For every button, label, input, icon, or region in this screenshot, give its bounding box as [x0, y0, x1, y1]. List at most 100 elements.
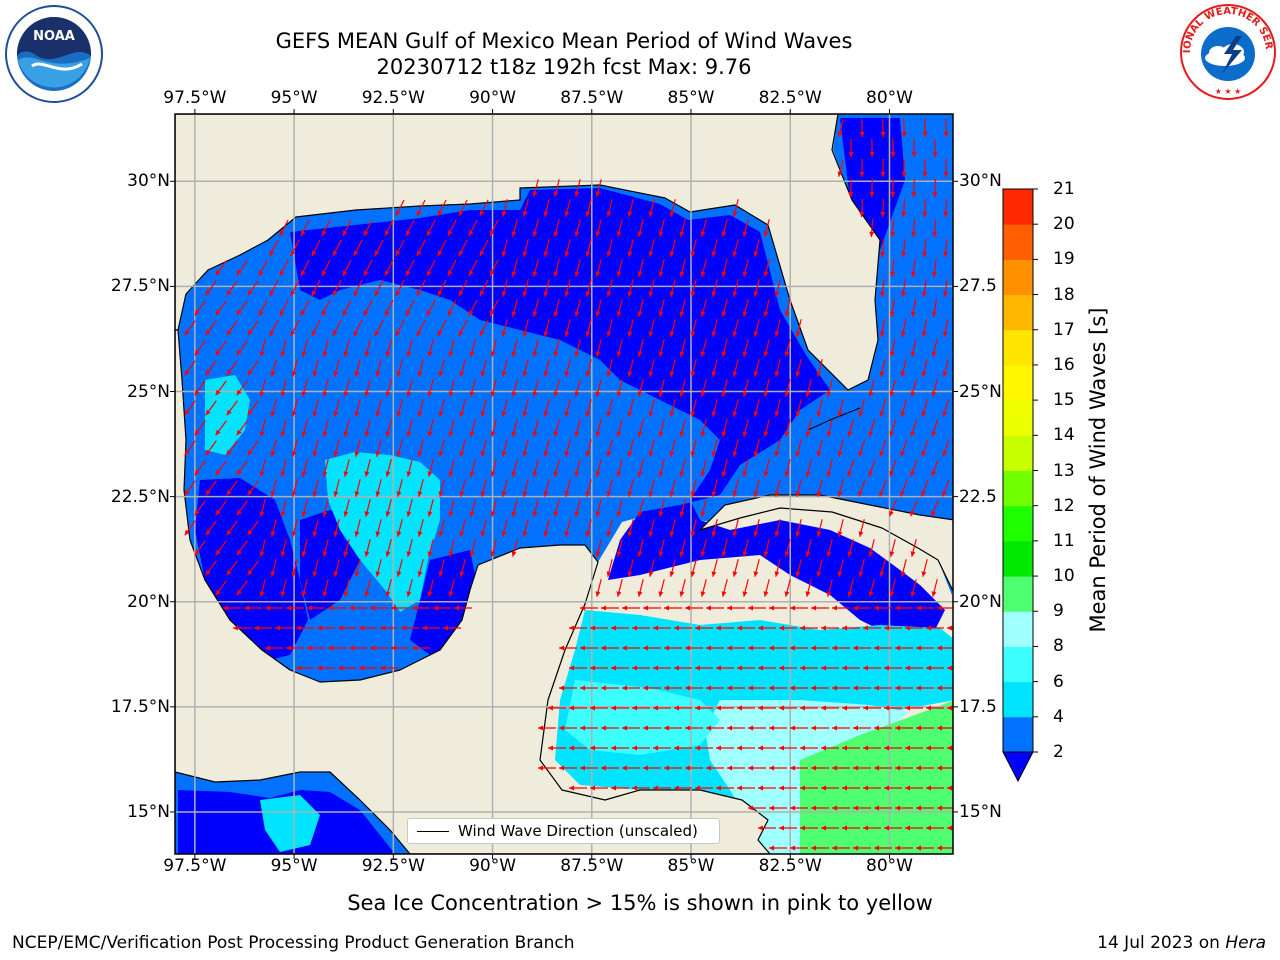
- wind-arrow-head: [648, 331, 654, 337]
- wind-arrow-head: [910, 551, 916, 557]
- wind-arrow-head: [258, 270, 264, 277]
- wind-arrow-head: [270, 371, 276, 377]
- wind-arrow-head: [648, 251, 654, 257]
- wind-arrow-head: [910, 351, 916, 357]
- wind-arrow-head: [532, 471, 538, 477]
- wind-arrow-head: [553, 511, 559, 517]
- wind-arrow-head: [385, 431, 391, 437]
- wind-arrow-head: [837, 451, 843, 457]
- wind-arrow-head: [926, 625, 931, 631]
- lat-label-right: 30°N: [959, 171, 1002, 192]
- wind-arrow-head: [937, 685, 942, 691]
- wind-arrow-head: [375, 531, 381, 537]
- wind-arrow-head: [553, 431, 559, 437]
- wind-arrow-head: [884, 785, 889, 791]
- lon-label-bottom: 80°W: [866, 856, 913, 876]
- wind-arrow-head: [653, 625, 658, 631]
- wind-arrow-head: [616, 351, 622, 357]
- wind-arrow-head: [247, 449, 253, 456]
- wind-arrow-head: [669, 531, 675, 537]
- wind-arrow-head: [863, 785, 868, 791]
- wind-arrow-head: [291, 491, 297, 497]
- wind-arrow-head: [553, 351, 559, 357]
- wind-arrow-head: [800, 705, 805, 711]
- wind-arrow-head: [569, 665, 574, 671]
- wind-arrow-head: [721, 311, 727, 317]
- wind-arrow-head: [795, 371, 801, 377]
- wind-arrow-head: [448, 591, 454, 597]
- lon-label-top: 90°W: [469, 88, 517, 108]
- wind-arrow-head: [501, 291, 507, 297]
- wind-arrow-head: [522, 331, 528, 337]
- wind-arrow-head: [226, 529, 232, 536]
- wind-arrow-head: [247, 569, 253, 576]
- wind-arrow-head: [511, 311, 517, 317]
- wind-arrow-head: [501, 211, 507, 217]
- wind-arrow-head: [748, 645, 753, 651]
- wind-arrow-head: [427, 431, 433, 437]
- colorbar-tick-label: 8: [1053, 636, 1064, 657]
- wind-arrow-head: [543, 371, 549, 377]
- wind-arrow-head: [417, 491, 423, 497]
- wind-arrow-head: [863, 665, 868, 671]
- deep-blue-region: [290, 188, 945, 640]
- wind-arrow-head: [321, 310, 327, 317]
- wind-arrow-head: [926, 665, 931, 671]
- lat-label-right: 20°N: [959, 591, 1002, 612]
- noaa-logo: NOAA: [4, 4, 104, 104]
- wind-arrow-head: [889, 431, 895, 437]
- wind-arrow-head: [205, 369, 211, 376]
- wind-arrow-head: [911, 271, 916, 277]
- wind-arrow-head: [300, 230, 306, 237]
- wind-arrow-head: [270, 491, 276, 497]
- wind-arrow-head: [648, 411, 654, 417]
- colorbar-tick-label: 20: [1053, 214, 1075, 235]
- wind-arrow-head: [580, 765, 585, 771]
- lat-label-right: 15°N: [959, 801, 1002, 822]
- wind-arrow-head: [375, 451, 381, 457]
- colorbar-segment: [1003, 364, 1033, 401]
- wind-arrow-head: [643, 645, 648, 651]
- wind-arrow-head: [690, 371, 696, 377]
- wind-arrow-head: [826, 471, 832, 477]
- wind-arrow-head: [842, 665, 847, 671]
- wind-arrow-head: [601, 685, 606, 691]
- lat-label-left: 15°N: [127, 801, 170, 822]
- wind-arrow-head: [900, 371, 906, 377]
- wind-arrow-head: [753, 331, 759, 337]
- wind-arrow-head: [184, 409, 190, 416]
- wind-arrow-head: [821, 825, 826, 831]
- wind-arrow-head: [247, 369, 253, 376]
- wind-arrow-head: [826, 551, 832, 557]
- wind-arrow-head: [737, 665, 742, 671]
- wind-arrow-head: [637, 231, 643, 237]
- wind-arrow-head: [585, 531, 591, 537]
- wind-arrow-head: [427, 391, 433, 397]
- wind-arrow-head: [742, 591, 748, 597]
- wind-arrow-head: [606, 291, 612, 297]
- wind-arrow-head: [837, 171, 843, 177]
- wind-arrow-head: [800, 785, 805, 791]
- wind-arrow-head: [884, 745, 889, 751]
- wind-arrow-head: [458, 210, 464, 217]
- wind-arrow-head: [669, 331, 675, 337]
- wind-arrow-head: [664, 685, 669, 691]
- wind-arrow-head: [359, 665, 364, 671]
- wind-arrow-head: [727, 645, 732, 651]
- wind-arrow-head: [627, 571, 633, 577]
- wind-arrow-head: [437, 250, 443, 257]
- wind-arrow-head: [879, 331, 885, 337]
- wind-arrow-head: [669, 251, 675, 257]
- wind-arrow-head: [353, 330, 359, 337]
- lon-label-top: 85°W: [667, 88, 715, 108]
- wind-arrow-head: [279, 310, 285, 317]
- wind-arrow-head: [868, 551, 874, 557]
- wind-arrow-head: [916, 645, 921, 651]
- wind-arrow-head: [564, 331, 570, 337]
- wind-arrow-head: [942, 291, 948, 297]
- wind-arrow-head: [406, 591, 412, 597]
- wind-arrow-head: [874, 685, 879, 691]
- wind-arrow-head: [658, 591, 664, 597]
- wind-arrow-head: [774, 451, 780, 457]
- wind-arrow-head: [469, 351, 475, 357]
